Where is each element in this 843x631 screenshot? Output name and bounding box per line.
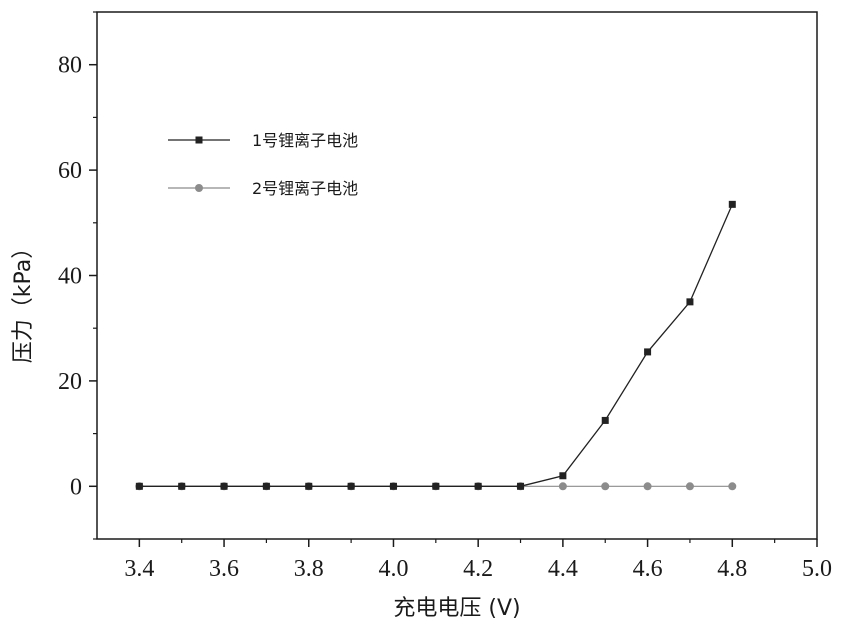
series-1-point [559, 472, 566, 479]
x-axis-title: 充电电压 (V) [393, 596, 520, 621]
series-1-point [305, 483, 312, 490]
x-tick-label-6: 4.6 [633, 556, 663, 582]
series-1-point [475, 483, 482, 490]
plot-frame [97, 12, 817, 539]
x-tick-label-3: 4.0 [378, 556, 408, 582]
series-1-point [390, 483, 397, 490]
series-1 [136, 201, 736, 490]
x-tick-label-2: 3.8 [294, 556, 324, 582]
series-1-point [602, 417, 609, 424]
series-1-point [686, 298, 693, 305]
series-1-point [263, 483, 270, 490]
y-axis-title: 压力（kPa） [11, 237, 36, 364]
series-1-point [644, 348, 651, 355]
series-1-point [729, 201, 736, 208]
series-1-point [178, 483, 185, 490]
legend-marker-1 [196, 137, 203, 144]
x-tick-label-8: 5.0 [802, 556, 832, 582]
legend-marker-2 [195, 184, 203, 192]
x-tick-label-4: 4.2 [463, 556, 493, 582]
series-1-point [348, 483, 355, 490]
y-tick-label-1: 20 [58, 369, 82, 395]
legend-label-2: 2号锂离子电池 [252, 179, 358, 198]
series-2-point [644, 482, 652, 490]
y-tick-label-0: 0 [70, 474, 82, 500]
legend-item-1: 1号锂离子电池 [168, 131, 358, 150]
y-tick-label-4: 80 [58, 53, 82, 79]
series-2-point [728, 482, 736, 490]
series-2-point [601, 482, 609, 490]
y-tick-label-3: 60 [58, 158, 82, 184]
series-1-point [432, 483, 439, 490]
y-tick-label-2: 40 [58, 264, 82, 290]
x-tick-label-1: 3.6 [209, 556, 239, 582]
series-layer [135, 201, 736, 490]
legend: 1号锂离子电池 2号锂离子电池 [168, 131, 358, 198]
legend-item-2: 2号锂离子电池 [168, 179, 358, 198]
series-1-line [139, 204, 732, 486]
series-1-point [221, 483, 228, 490]
series-2-point [686, 482, 694, 490]
x-tick-label-7: 4.8 [717, 556, 747, 582]
series-2-point [559, 482, 567, 490]
x-axis: 3.4 3.6 3.8 4.0 4.2 4.4 4.6 4.8 5.0 [124, 539, 832, 582]
series-1-point [136, 483, 143, 490]
x-tick-label-5: 4.4 [548, 556, 578, 582]
series-1-point [517, 483, 524, 490]
legend-label-1: 1号锂离子电池 [252, 131, 358, 150]
x-tick-label-0: 3.4 [124, 556, 154, 582]
y-axis: 0 20 40 60 80 [58, 12, 97, 539]
